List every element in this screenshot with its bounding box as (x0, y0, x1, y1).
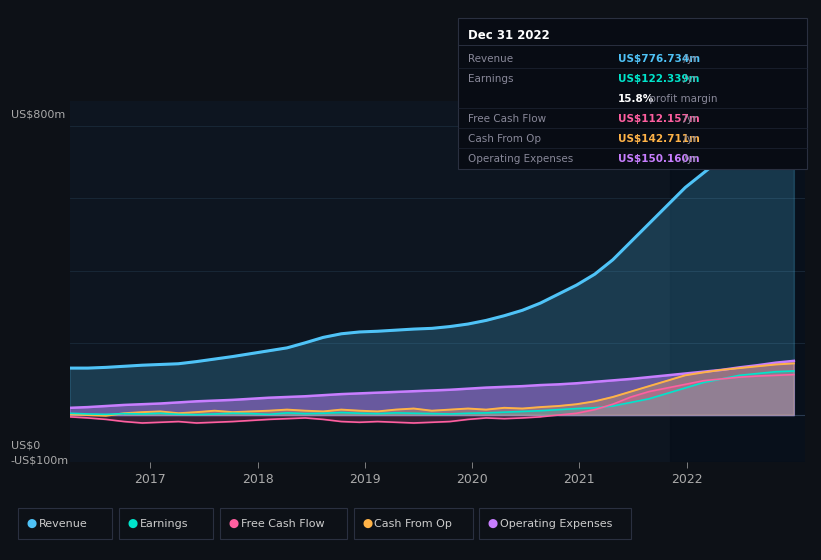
Text: ⬤: ⬤ (127, 519, 137, 528)
Text: Revenue: Revenue (468, 54, 513, 64)
Text: US$800m: US$800m (11, 110, 65, 120)
Text: ⬤: ⬤ (488, 519, 498, 528)
Bar (671, 101, 821, 462)
Text: /yr: /yr (680, 114, 697, 124)
Text: ⬤: ⬤ (228, 519, 238, 528)
Text: Cash From Op: Cash From Op (374, 519, 452, 529)
Text: /yr: /yr (680, 74, 697, 84)
Text: Operating Expenses: Operating Expenses (468, 154, 573, 164)
Text: US$142.711m: US$142.711m (618, 134, 700, 144)
Text: Free Cash Flow: Free Cash Flow (241, 519, 324, 529)
Text: -US$100m: -US$100m (11, 455, 69, 465)
Text: /yr: /yr (680, 54, 697, 64)
Text: ⬤: ⬤ (362, 519, 372, 528)
Text: 15.8%: 15.8% (618, 94, 654, 104)
Text: Dec 31 2022: Dec 31 2022 (468, 29, 550, 43)
Text: Earnings: Earnings (140, 519, 188, 529)
Text: US$150.160m: US$150.160m (618, 154, 699, 164)
Text: Revenue: Revenue (39, 519, 87, 529)
Text: /yr: /yr (680, 154, 697, 164)
Text: /yr: /yr (680, 134, 697, 144)
Text: ⬤: ⬤ (26, 519, 36, 528)
Text: profit margin: profit margin (646, 94, 718, 104)
Text: US$0: US$0 (11, 440, 40, 450)
Text: Earnings: Earnings (468, 74, 513, 84)
Text: US$112.157m: US$112.157m (618, 114, 700, 124)
Text: Cash From Op: Cash From Op (468, 134, 541, 144)
Text: US$776.734m: US$776.734m (618, 54, 700, 64)
Text: US$122.339m: US$122.339m (618, 74, 699, 84)
Text: Operating Expenses: Operating Expenses (500, 519, 612, 529)
Text: Free Cash Flow: Free Cash Flow (468, 114, 546, 124)
